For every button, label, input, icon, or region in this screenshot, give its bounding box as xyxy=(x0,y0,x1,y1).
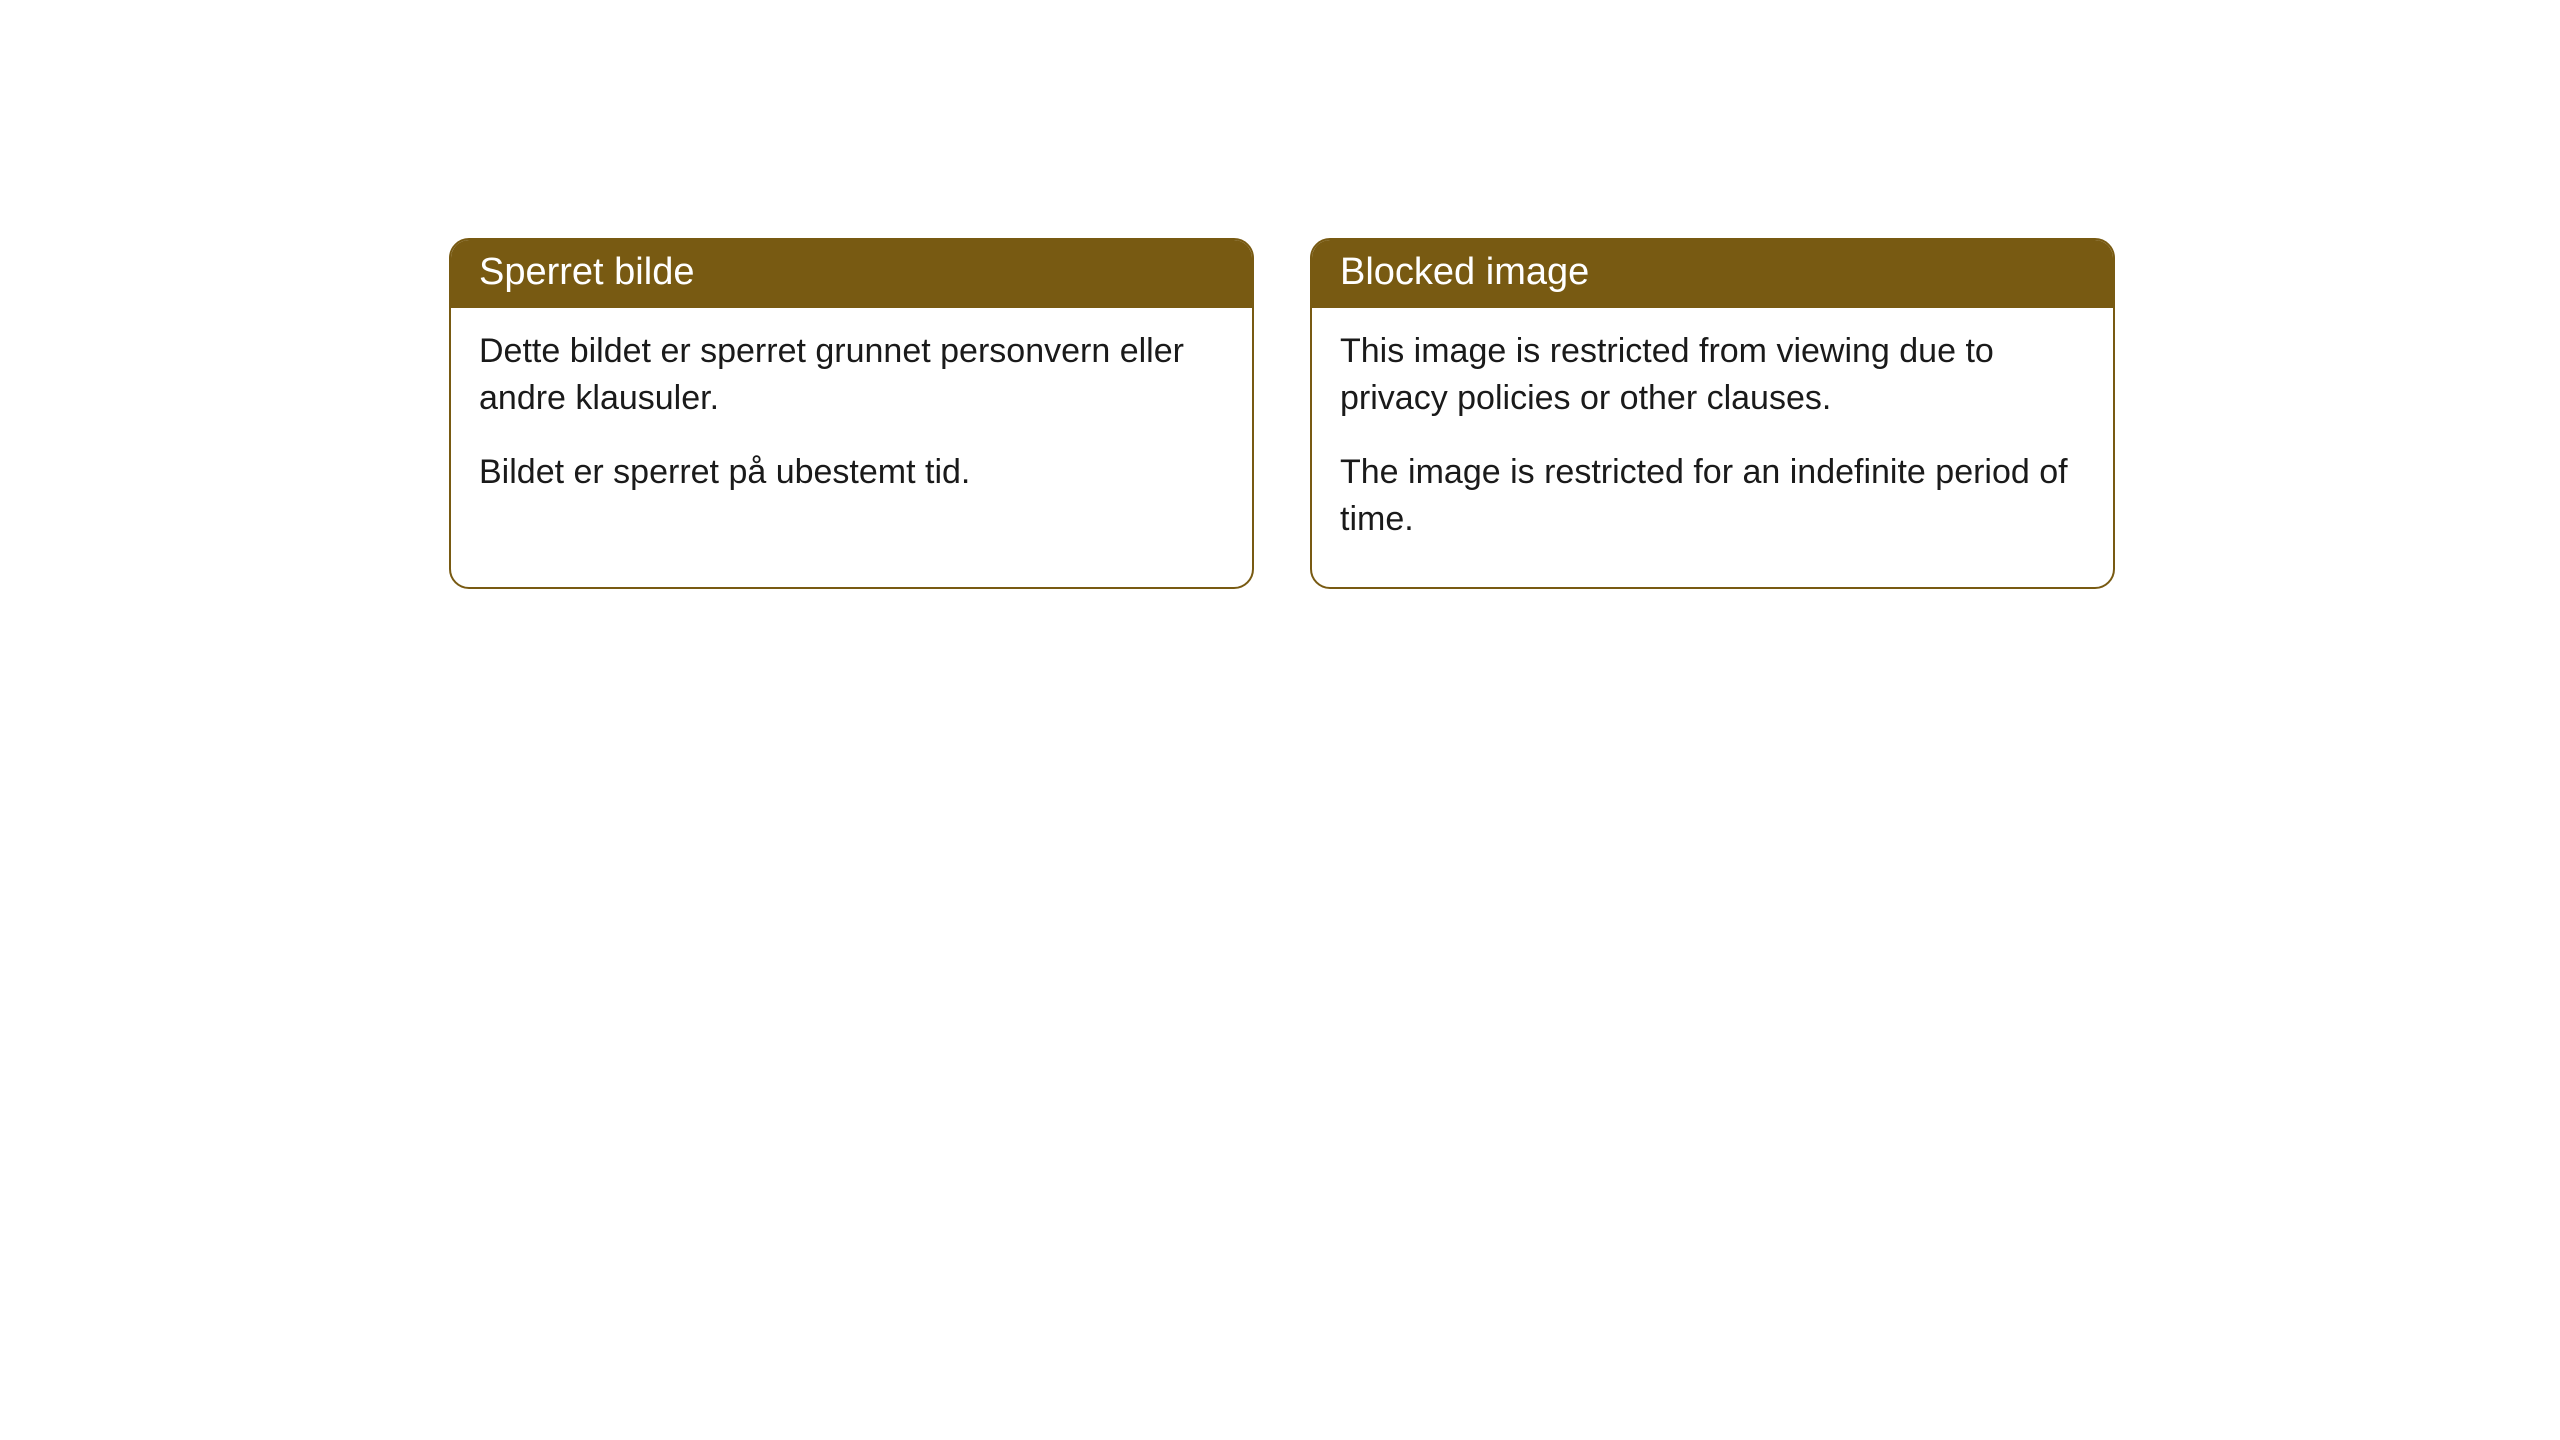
card-paragraph: This image is restricted from viewing du… xyxy=(1340,328,2085,422)
notice-cards-container: Sperret bilde Dette bildet er sperret gr… xyxy=(449,238,2115,589)
card-header-norwegian: Sperret bilde xyxy=(451,240,1252,308)
card-header-english: Blocked image xyxy=(1312,240,2113,308)
card-paragraph: Dette bildet er sperret grunnet personve… xyxy=(479,328,1224,422)
card-body-english: This image is restricted from viewing du… xyxy=(1312,308,2113,588)
card-body-norwegian: Dette bildet er sperret grunnet personve… xyxy=(451,308,1252,541)
blocked-image-card-norwegian: Sperret bilde Dette bildet er sperret gr… xyxy=(449,238,1254,589)
card-paragraph: Bildet er sperret på ubestemt tid. xyxy=(479,449,1224,496)
card-title: Sperret bilde xyxy=(479,251,694,293)
blocked-image-card-english: Blocked image This image is restricted f… xyxy=(1310,238,2115,589)
card-paragraph: The image is restricted for an indefinit… xyxy=(1340,449,2085,543)
card-title: Blocked image xyxy=(1340,251,1589,293)
